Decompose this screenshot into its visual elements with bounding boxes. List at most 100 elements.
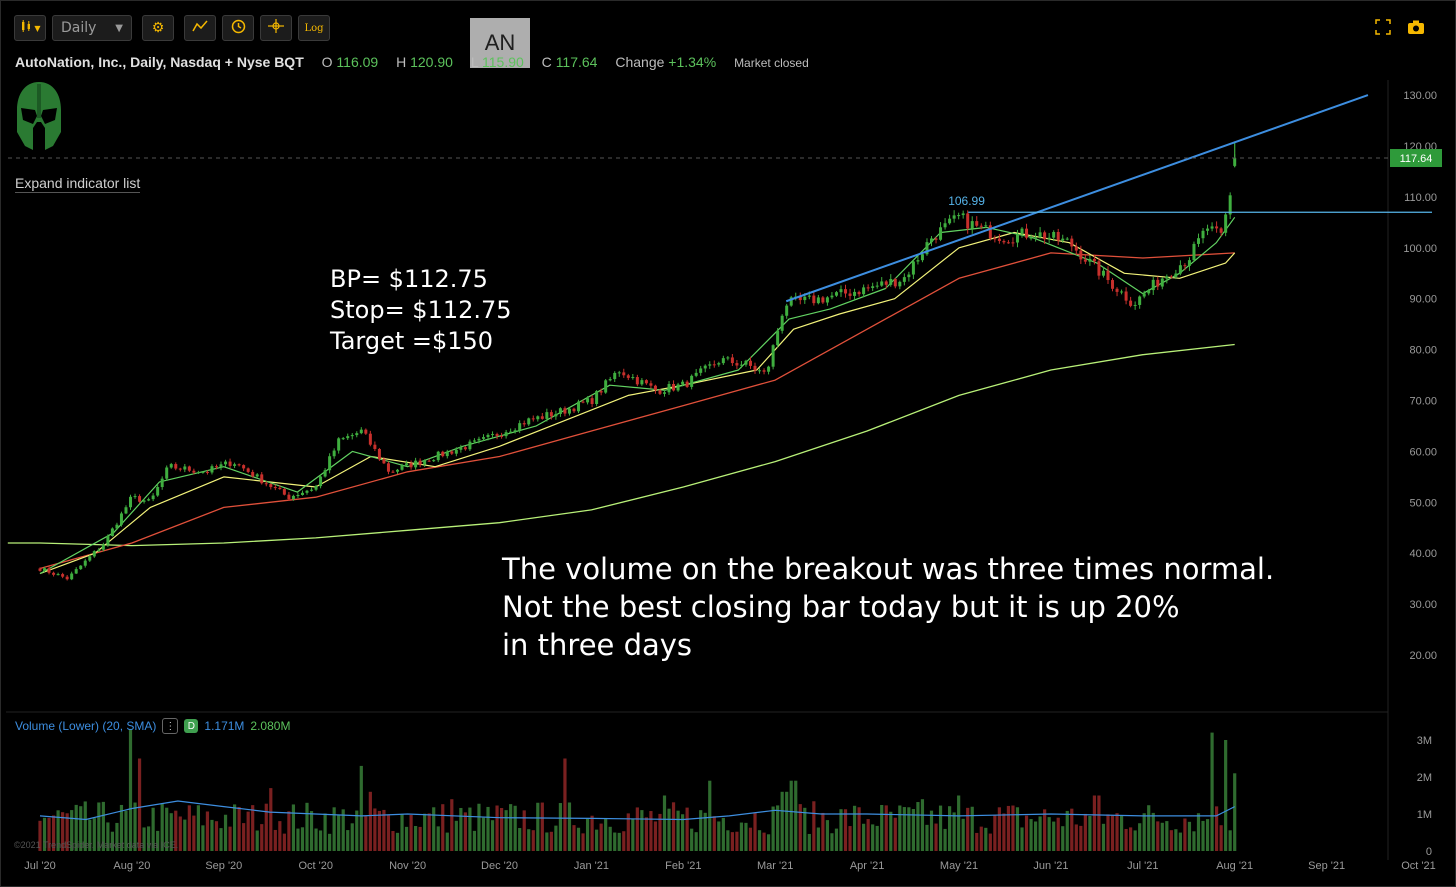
volume-bar — [1147, 805, 1151, 851]
candle-body — [1124, 291, 1128, 301]
candle-body — [165, 467, 169, 479]
volume-bar — [966, 807, 970, 851]
volume-bar — [744, 822, 748, 851]
volume-bar — [160, 803, 164, 851]
volume-bar — [382, 809, 386, 851]
interval-select[interactable]: Daily ▼ — [52, 15, 132, 41]
time-axis-label: Aug '20 — [113, 860, 150, 872]
candle-body — [844, 289, 848, 294]
volume-bar — [671, 802, 676, 851]
candle-body — [445, 451, 449, 457]
candle-body — [961, 213, 965, 216]
candle-body — [640, 380, 644, 385]
candle-body — [939, 227, 943, 240]
expand-indicator-list[interactable]: Expand indicator list — [15, 175, 141, 193]
candle-body — [151, 495, 155, 500]
volume-bar — [454, 820, 458, 851]
candle-body — [405, 463, 409, 466]
time-button[interactable] — [222, 15, 254, 41]
close-value: 117.64 — [555, 54, 598, 70]
drawing-tools-button[interactable] — [184, 15, 216, 41]
volume-bar — [830, 833, 834, 851]
chevron-down-icon: ▼ — [34, 23, 41, 33]
kebab-menu-icon[interactable]: ⋮ — [162, 718, 179, 734]
daily-badge: D — [184, 719, 199, 733]
candle-body — [314, 486, 318, 490]
screenshot-button[interactable] — [1405, 18, 1427, 40]
candle-body — [214, 466, 218, 468]
sma-50-line — [39, 252, 1235, 570]
volume-bar — [893, 817, 897, 851]
volume-bar — [1196, 813, 1201, 851]
volume-bar — [282, 833, 286, 851]
volume-bar — [223, 814, 228, 851]
volume-indicator-name[interactable]: Volume (Lower) (20, SMA) — [15, 719, 157, 733]
candle-body — [396, 469, 400, 472]
log-scale-button[interactable]: Log — [298, 15, 330, 41]
volume-bar — [527, 829, 531, 851]
candle-body — [744, 360, 748, 365]
price-axis-label: 30.00 — [1409, 599, 1437, 611]
chart-type-button[interactable]: ▼ — [14, 15, 46, 41]
volume-bar — [1065, 810, 1069, 851]
candle-body — [346, 436, 350, 439]
volume-bar — [291, 804, 296, 851]
market-status: Market closed — [734, 56, 809, 70]
volume-bar — [178, 816, 182, 851]
volume-bar — [1110, 815, 1115, 851]
time-axis-label: Nov '20 — [389, 860, 426, 872]
time-axis-label: Jul '21 — [1127, 860, 1158, 872]
volume-bar — [848, 826, 852, 851]
candle-body — [129, 496, 133, 508]
volume-bar — [1002, 813, 1006, 851]
candle-body — [115, 524, 119, 529]
candle-body — [549, 412, 553, 417]
volume-bar — [653, 821, 658, 851]
crosshair-button[interactable] — [260, 15, 292, 41]
volume-bar — [794, 780, 798, 851]
volume-bar — [681, 814, 685, 851]
candle-body — [160, 478, 164, 488]
volume-bar — [432, 807, 436, 851]
volume-bar — [427, 813, 431, 851]
candle-body — [427, 460, 431, 462]
volume-bar — [898, 805, 902, 851]
price-axis-label: 60.00 — [1409, 446, 1437, 458]
candle-body — [205, 471, 209, 473]
candle-body — [504, 432, 508, 437]
low-label: L — [470, 54, 479, 70]
fullscreen-button[interactable] — [1372, 18, 1394, 40]
candle-body — [672, 384, 676, 391]
candle-body — [984, 225, 988, 227]
candle-body — [590, 398, 594, 405]
candle-body — [373, 444, 377, 449]
candle-body — [681, 381, 685, 385]
volume-bar — [735, 831, 739, 851]
candle-body — [296, 495, 300, 497]
time-axis-label: Dec '20 — [481, 860, 518, 872]
candle-body — [717, 363, 721, 365]
volume-bar — [1097, 795, 1101, 851]
settings-button[interactable]: ⚙ — [142, 15, 174, 41]
data-attribution: ©2021 TrendSpider. Market data via ICE. — [14, 840, 179, 850]
volume-bar — [391, 831, 395, 851]
price-axis-label: 20.00 — [1409, 650, 1437, 662]
candle-body — [1224, 214, 1228, 233]
candle-body — [1169, 276, 1173, 278]
volume-bar — [943, 828, 947, 851]
volume-bar — [640, 810, 644, 851]
volume-bar — [812, 801, 816, 851]
candle-body — [1160, 278, 1164, 287]
candle-body — [70, 573, 74, 580]
volume-bar — [1119, 815, 1124, 851]
candle-body — [748, 360, 752, 366]
volume-bar — [187, 805, 191, 851]
candle-body — [975, 221, 979, 226]
candle-body — [1006, 242, 1010, 244]
volume-bar — [961, 818, 965, 851]
candle-body — [1187, 260, 1191, 266]
volume-axis-label: 0 — [1426, 846, 1432, 858]
volume-bar — [1106, 814, 1110, 851]
candle-body — [323, 470, 327, 477]
